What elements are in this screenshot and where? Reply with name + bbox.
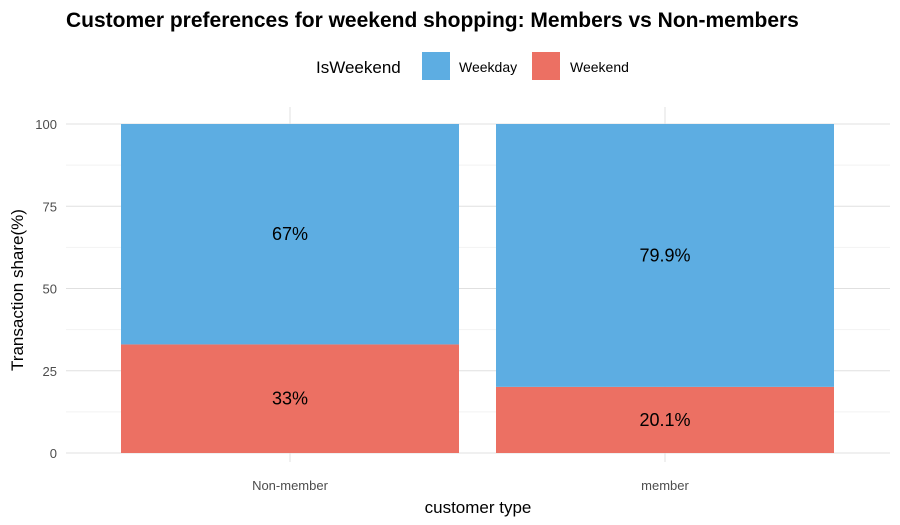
legend-swatch-weekday	[422, 52, 450, 80]
legend-label-weekday: Weekday	[459, 59, 517, 75]
bars	[121, 124, 834, 453]
bar-weekend-member	[496, 386, 834, 453]
legend: IsWeekend Weekday Weekend	[316, 52, 629, 80]
x-tick-label: member	[641, 478, 689, 493]
data-labels: 33% 67% 20.1% 79.9%	[272, 224, 691, 430]
x-axis-ticks: Non-member member	[252, 478, 689, 493]
y-axis-title: Transaction share(%)	[8, 209, 27, 371]
x-axis-title: customer type	[425, 498, 532, 517]
legend-label-weekend: Weekend	[570, 59, 629, 75]
y-axis-ticks: 0 25 50 75 100	[35, 117, 57, 461]
data-label: 79.9%	[639, 245, 690, 265]
legend-swatch-weekend	[532, 52, 560, 80]
y-tick-label: 100	[35, 117, 57, 132]
y-tick-label: 25	[43, 364, 57, 379]
legend-title: IsWeekend	[316, 58, 401, 77]
data-label: 67%	[272, 224, 308, 244]
bar-weekday-member	[496, 124, 834, 387]
bar-weekday-non-member	[121, 124, 459, 345]
data-label: 20.1%	[639, 410, 690, 430]
y-tick-label: 75	[43, 199, 57, 214]
bar-weekend-non-member	[121, 344, 459, 453]
y-tick-label: 50	[43, 282, 57, 297]
y-tick-label: 0	[50, 446, 57, 461]
chart-title: Customer preferences for weekend shoppin…	[66, 9, 799, 32]
x-tick-label: Non-member	[252, 478, 329, 493]
data-label: 33%	[272, 389, 308, 409]
